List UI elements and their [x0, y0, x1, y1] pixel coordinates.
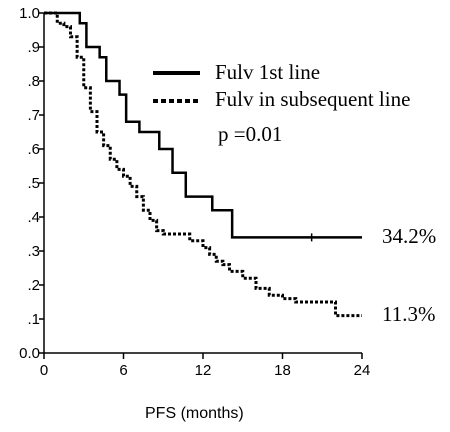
- y-tick-label: .9: [27, 39, 40, 56]
- y-tick-label: .7: [27, 107, 40, 124]
- series-group: [44, 11, 362, 318]
- y-tick-label: .2: [27, 277, 40, 294]
- y-tick-label: 1.0: [19, 5, 40, 22]
- x-tick-label: 0: [40, 362, 48, 379]
- axes: [39, 12, 363, 359]
- series-line-fulv-subsequent-line: [44, 11, 362, 318]
- end-label-fulv-subsequent-line: 11.3%: [382, 302, 435, 326]
- x-tick-label: 12: [195, 362, 212, 379]
- x-tick-label: 24: [354, 362, 371, 379]
- legend: Fulv 1st line Fulv in subsequent line p …: [153, 60, 410, 146]
- tick-labels: 0 6 12 18 24 0.0 .1 .2 .3 .4 .5 .6 .7 .8 .9 1.0: [19, 5, 370, 379]
- end-label-fulv-1st-line: 34.2%: [382, 224, 436, 248]
- y-tick-label: .6: [27, 141, 40, 158]
- x-axis-title: PFS (months): [145, 405, 244, 422]
- x-tick-label: 6: [119, 362, 127, 379]
- legend-label-fulv-1st-line: Fulv 1st line: [215, 60, 320, 84]
- y-tick-label: .5: [27, 175, 40, 192]
- y-tick-label: .8: [27, 73, 40, 90]
- y-tick-label: 0.0: [19, 345, 40, 362]
- x-tick-label: 18: [274, 362, 291, 379]
- series-line-fulv-1st-line: [44, 11, 362, 239]
- y-tick-label: .1: [27, 311, 40, 328]
- y-tick-label: .3: [27, 243, 40, 260]
- p-value-annotation: p =0.01: [218, 122, 282, 146]
- legend-label-fulv-subsequent-line: Fulv in subsequent line: [215, 87, 410, 111]
- y-tick-label: .4: [27, 209, 40, 226]
